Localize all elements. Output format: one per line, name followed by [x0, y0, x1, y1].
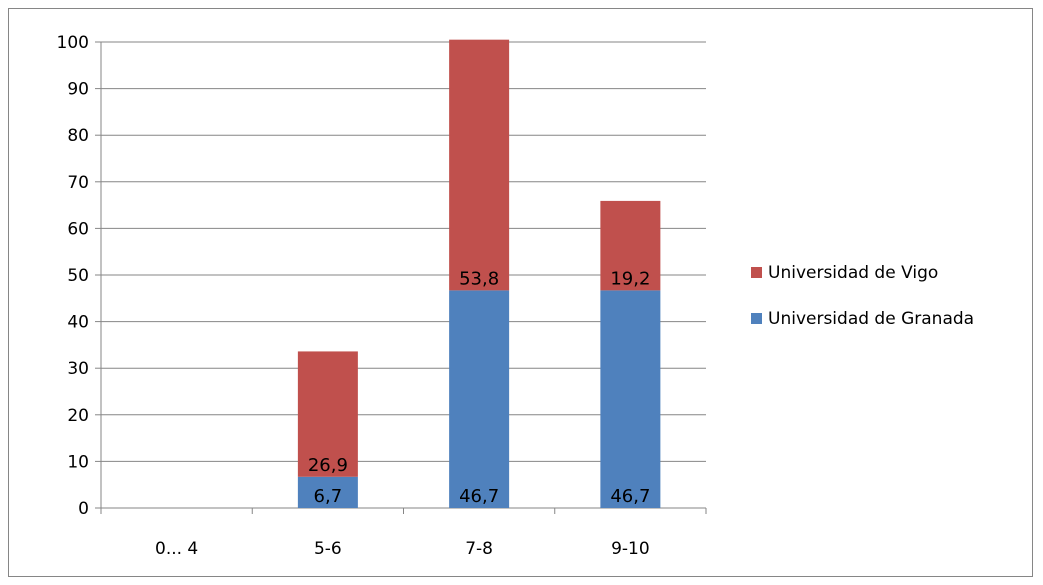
y-tick-label: 10 [67, 452, 89, 472]
x-tick-label: 9-10 [611, 539, 650, 559]
data-label: 6,7 [314, 486, 343, 507]
y-tick-label: 70 [67, 173, 89, 193]
x-tick-label: 7-8 [465, 539, 493, 559]
y-axis: 0 10 20 30 40 50 60 70 80 90 100 [57, 33, 102, 519]
y-tick-label: 0 [78, 499, 89, 519]
y-tick-label: 20 [67, 406, 89, 426]
data-label: 46,7 [610, 486, 650, 507]
x-tick-label: 0... 4 [155, 539, 198, 559]
gridlines [101, 41, 706, 462]
x-axis: 0... 4 5-6 7-8 9-10 [100, 507, 707, 559]
y-tick-label: 100 [57, 33, 89, 53]
x-tick-label: 5-6 [314, 539, 342, 559]
data-labels: 6,7 26,9 46,7 53,8 46,7 19,2 [308, 268, 651, 507]
data-label: 53,8 [459, 268, 499, 289]
data-label: 19,2 [610, 268, 650, 289]
legend-label: Universidad de Vigo [768, 263, 938, 283]
legend: Universidad de Vigo Universidad de Granad… [751, 263, 974, 329]
y-tick-label: 90 [67, 80, 89, 100]
y-tick-label: 80 [67, 126, 89, 146]
bar-segment [449, 39, 510, 291]
bar-segment [297, 476, 358, 508]
y-tick-label: 30 [67, 359, 89, 379]
legend-label: Universidad de Granada [768, 309, 974, 329]
bar-segment [600, 200, 661, 291]
legend-swatch [751, 313, 762, 324]
bar-segment [449, 290, 510, 508]
y-tick-label: 60 [67, 219, 89, 239]
chart-frame: 0 10 20 30 40 50 60 70 80 90 100 0... 4 5-6 7-8 9-10 … [8, 8, 1033, 577]
data-label: 26,9 [308, 455, 348, 476]
bars [297, 39, 661, 508]
bar-segment [297, 351, 358, 477]
bar-segment [600, 290, 661, 508]
legend-swatch [751, 267, 762, 278]
data-label: 46,7 [459, 486, 499, 507]
y-tick-label: 50 [67, 266, 89, 286]
y-tick-label: 40 [67, 313, 89, 333]
